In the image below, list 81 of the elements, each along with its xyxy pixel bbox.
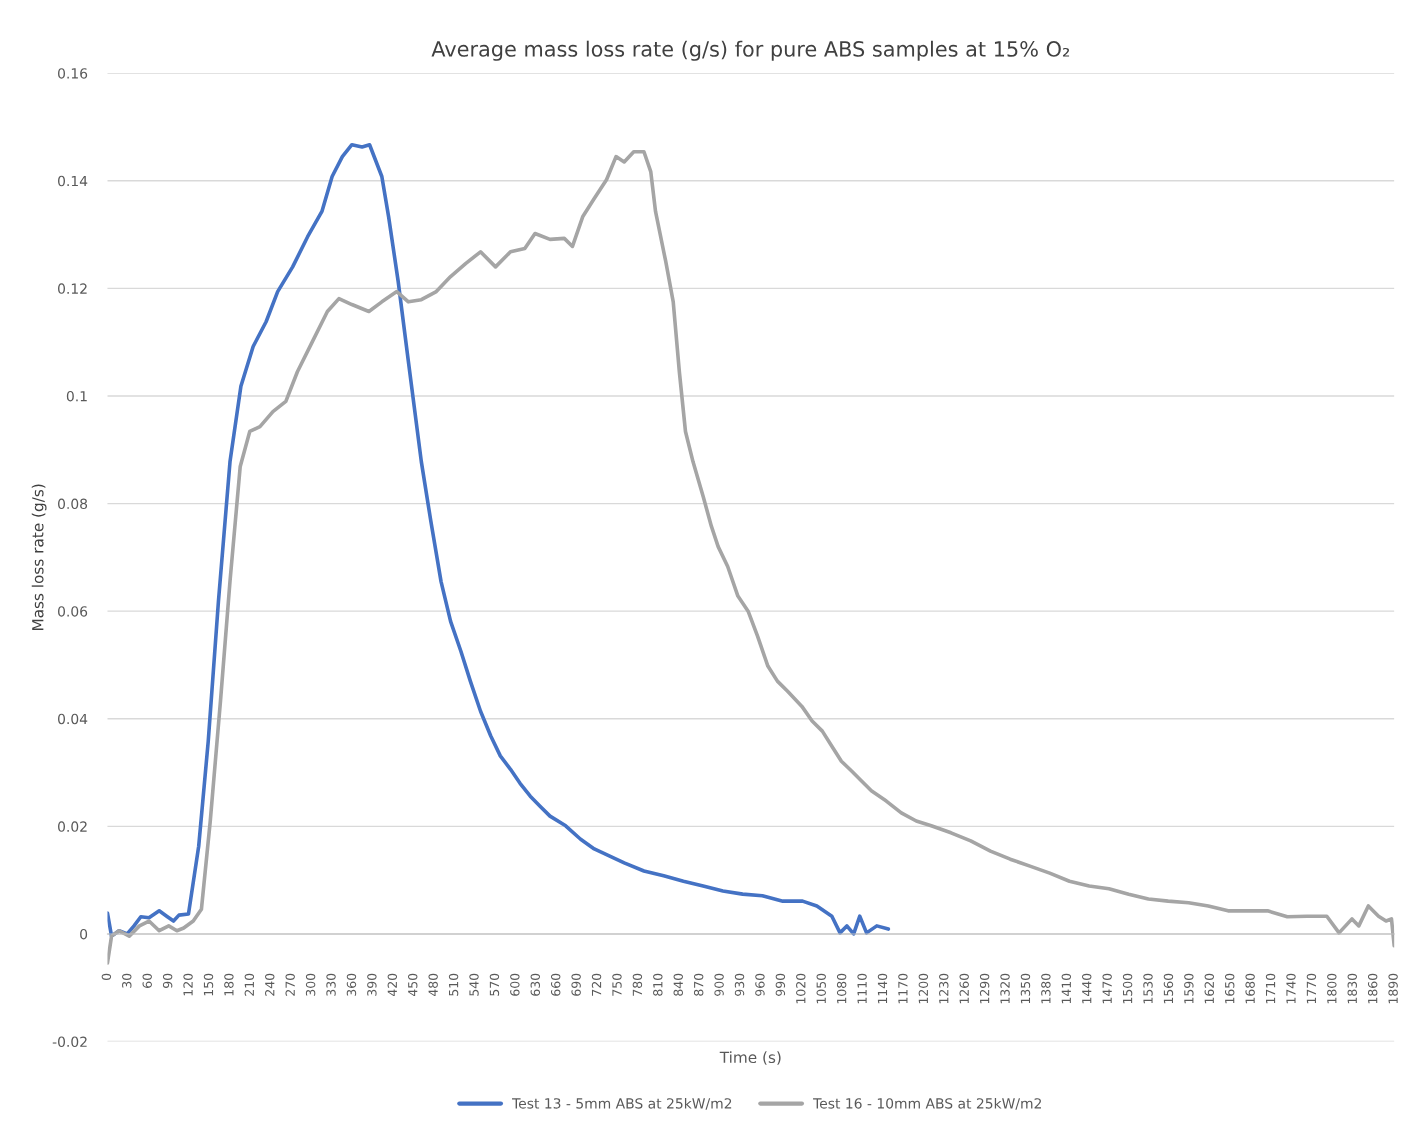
y-tick-label: 0.02	[58, 821, 87, 832]
x-axis-title: Time (s)	[719, 1051, 781, 1065]
x-tick-label: 150	[203, 973, 214, 996]
line-series	[107, 142, 891, 938]
x-tick-label: 780	[632, 973, 643, 996]
y-axis-title: Mass loss rate (g/s)	[31, 484, 47, 631]
line-series	[107, 149, 1395, 965]
x-tick-label: 1050	[816, 973, 826, 1004]
x-tick-label: 120	[183, 973, 193, 996]
x-tick-label: 1230	[939, 973, 949, 1004]
x-tick-label: 1020	[796, 973, 806, 1004]
y-tick-label: 0.08	[58, 498, 88, 510]
y-tick-label: 0.12	[58, 283, 87, 294]
x-tick-label: 930	[734, 973, 745, 996]
x-tick-label: 570	[489, 973, 500, 996]
y-tick-label: 0	[80, 928, 88, 940]
x-tick-label: 450	[408, 973, 418, 997]
legend-label: Test 16 - 10mm ABS at 25kW/m2	[813, 1097, 1041, 1110]
x-tick-label: 1770	[1306, 973, 1317, 1004]
x-tick-label: 750	[612, 973, 622, 996]
x-tick-label: 1860	[1367, 973, 1378, 1004]
x-tick-label: 180	[224, 973, 234, 996]
x-tick-label: 1320	[1000, 973, 1010, 1004]
x-tick-label: 60	[142, 973, 152, 988]
x-tick-label: 330	[326, 973, 336, 996]
x-tick-label: 270	[285, 973, 295, 996]
x-tick-label: 0	[101, 973, 112, 980]
x-tick-label: 1800	[1327, 973, 1337, 1004]
x-tick-label: 1740	[1286, 973, 1296, 1004]
x-tick-label: 1470	[1102, 973, 1112, 1004]
x-tick-label: 1500	[1122, 973, 1133, 1004]
x-tick-label: 1410	[1061, 973, 1072, 1004]
x-tick-label: 1260	[959, 973, 969, 1004]
x-tick-label: 1080	[836, 973, 847, 1004]
x-tick-label: 810	[653, 973, 663, 996]
x-tick-label: 990	[775, 973, 786, 996]
x-tick-label: 1530	[1143, 973, 1153, 1004]
y-tick-label: -0.02	[52, 1036, 87, 1048]
x-tick-label: 600	[510, 973, 520, 996]
x-tick-label: 1110	[857, 973, 867, 1004]
x-tick-label: 630	[530, 973, 540, 996]
x-tick-label: 960	[755, 973, 765, 996]
x-tick-label: 1830	[1347, 973, 1357, 1004]
x-tick-label: 1290	[979, 973, 990, 1004]
x-tick-label: 1140	[877, 973, 888, 1004]
x-tick-label: 840	[673, 973, 683, 996]
y-tick-label: 0.06	[58, 606, 88, 617]
x-tick-label: 1380	[1041, 973, 1051, 1004]
x-tick-label: 510	[448, 973, 459, 996]
x-tick-label: 480	[428, 973, 438, 997]
y-tick-label: 0.16	[58, 68, 88, 79]
x-tick-label: 210	[244, 973, 255, 996]
x-tick-label: 1710	[1265, 973, 1276, 1004]
x-tick-label: 240	[265, 973, 275, 996]
x-tick-label: 690	[571, 973, 581, 996]
x-tick-label: 540	[469, 973, 479, 996]
x-tick-label: 660	[550, 973, 561, 996]
x-tick-label: 720	[591, 973, 602, 996]
x-tick-label: 1440	[1082, 973, 1092, 1004]
x-tick-label: 360	[346, 973, 357, 996]
x-tick-label: 1620	[1204, 973, 1215, 1004]
x-tick-label: 1200	[918, 973, 929, 1004]
legend-label: Test 13 - 5mm ABS at 25kW/m2	[512, 1097, 732, 1110]
x-tick-label: 1680	[1245, 973, 1255, 1004]
y-tick-label: 0.1	[66, 390, 87, 402]
y-tick-label: 0.14	[58, 175, 88, 187]
x-tick-label: 30	[122, 973, 132, 988]
x-tick-label: 390	[367, 973, 377, 996]
x-tick-label: 870	[693, 973, 704, 996]
x-tick-label: 420	[387, 973, 398, 997]
x-tick-label: 1170	[898, 973, 908, 1004]
x-tick-label: 900	[714, 973, 724, 996]
x-tick-label: 1650	[1224, 973, 1235, 1004]
x-tick-label: 300	[305, 973, 316, 996]
y-tick-label: 0.04	[58, 713, 88, 725]
x-tick-label: 1560	[1163, 973, 1174, 1004]
x-tick-label: 1890	[1388, 973, 1398, 1004]
x-tick-label: 1350	[1020, 973, 1031, 1004]
x-tick-label: 90	[162, 973, 173, 988]
chart-title: Average mass loss rate (g/s) for pure ABS samples at 15% O₂	[431, 40, 1070, 61]
x-tick-label: 1590	[1184, 973, 1194, 1004]
